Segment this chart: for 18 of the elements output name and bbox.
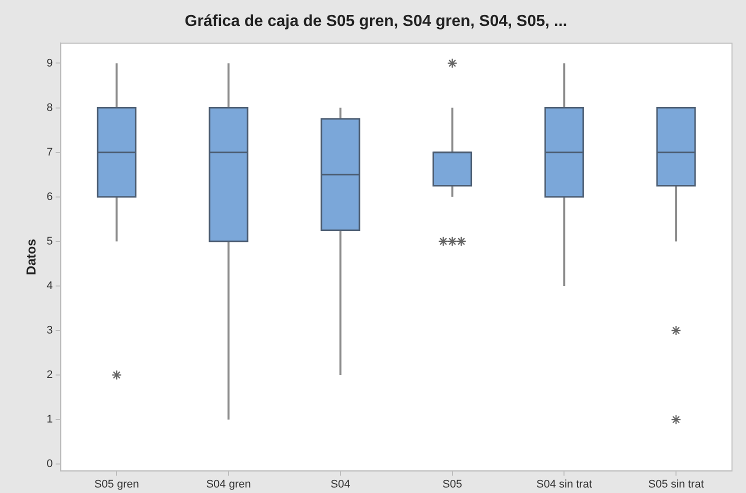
y-tick-label: 5 bbox=[46, 235, 53, 248]
y-tick-label: 1 bbox=[46, 414, 53, 426]
y-tick-label: 2 bbox=[46, 369, 53, 382]
y-axis-title: Datos bbox=[23, 238, 38, 276]
x-tick-label: S04 bbox=[330, 478, 350, 490]
y-tick-label: 0 bbox=[46, 458, 53, 470]
y-tick-label: 3 bbox=[46, 324, 53, 337]
chart-title: Gráfica de caja de S05 gren, S04 gren, S04, S05, ... bbox=[184, 13, 568, 30]
x-tick-label: S04 sin trat bbox=[536, 478, 592, 490]
x-tick-label: S04 gren bbox=[206, 478, 251, 490]
x-tick-label: S05 sin trat bbox=[648, 478, 704, 490]
y-tick-label: 9 bbox=[46, 57, 53, 70]
x-tick-label: S05 bbox=[442, 478, 462, 490]
y-tick-label: 8 bbox=[46, 102, 53, 114]
y-tick-label: 6 bbox=[46, 190, 53, 203]
y-tick-label: 4 bbox=[46, 280, 53, 292]
y-tick-label: 7 bbox=[46, 146, 53, 158]
x-tick-label: S05 gren bbox=[94, 478, 139, 490]
